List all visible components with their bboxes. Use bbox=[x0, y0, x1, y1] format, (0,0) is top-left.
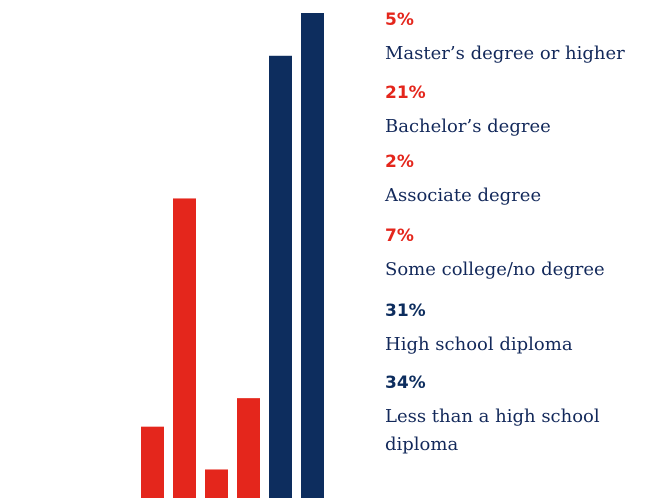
legend-value-6: 34% bbox=[385, 373, 426, 393]
bar-3 bbox=[205, 469, 228, 498]
legend-label-3: Associate degree bbox=[384, 185, 541, 206]
legend-label-1: Master’s degree or higher bbox=[385, 43, 625, 64]
legend-label-5: High school diploma bbox=[385, 334, 573, 355]
legend-label-6: Less than a high school diploma bbox=[385, 406, 600, 455]
legend-value-5: 31% bbox=[385, 301, 426, 321]
bar-1 bbox=[141, 426, 164, 498]
bar-2 bbox=[173, 198, 196, 499]
legend-label-4: Some college/no degree bbox=[385, 259, 605, 280]
bar-6 bbox=[301, 13, 324, 498]
legend-group: 5% Master’s degree or higher 21% Bachelor’s… bbox=[384, 10, 625, 455]
bar-4 bbox=[237, 398, 260, 498]
legend-value-4: 7% bbox=[385, 226, 414, 246]
legend-value-1: 5% bbox=[385, 10, 414, 30]
legend-value-2: 21% bbox=[385, 83, 426, 103]
legend-value-3: 2% bbox=[385, 152, 414, 172]
legend-label-2: Bachelor’s degree bbox=[385, 116, 551, 137]
bars-group bbox=[141, 13, 324, 499]
bar-5 bbox=[269, 55, 292, 498]
